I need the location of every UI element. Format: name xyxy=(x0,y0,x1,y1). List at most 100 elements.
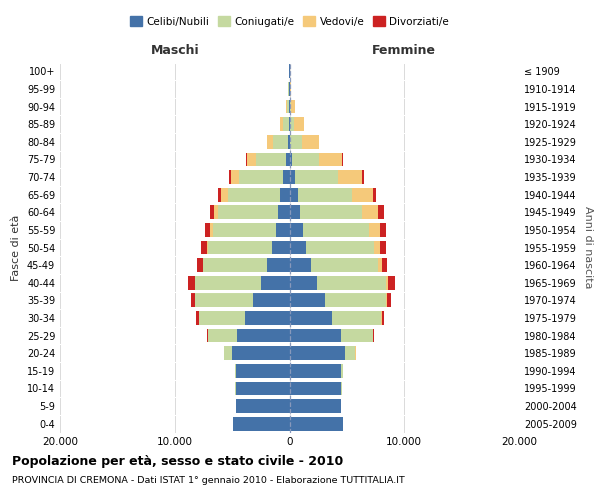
Bar xyxy=(208,240,272,254)
Bar xyxy=(266,258,290,272)
Bar xyxy=(382,311,385,325)
Bar xyxy=(236,382,290,396)
Bar xyxy=(287,100,289,114)
Bar xyxy=(286,152,290,166)
Bar xyxy=(246,152,247,166)
Bar xyxy=(224,346,232,360)
Bar xyxy=(379,206,384,219)
Bar xyxy=(290,188,298,202)
Bar xyxy=(283,118,289,131)
Bar xyxy=(231,170,239,184)
Bar xyxy=(290,223,302,237)
Bar xyxy=(229,170,231,184)
Bar xyxy=(233,417,290,430)
Bar xyxy=(289,135,290,148)
Bar xyxy=(292,152,319,166)
Bar xyxy=(207,328,208,342)
Bar xyxy=(203,258,266,272)
Bar xyxy=(211,223,212,237)
Bar xyxy=(218,206,278,219)
Bar xyxy=(386,276,388,289)
Bar xyxy=(341,328,373,342)
Bar xyxy=(188,276,195,289)
Bar xyxy=(341,364,343,378)
Y-axis label: Anni di nascita: Anni di nascita xyxy=(583,206,593,289)
Bar xyxy=(290,240,306,254)
Text: PROVINCIA DI CREMONA - Dati ISTAT 1° gennaio 2010 - Elaborazione TUTTITALIA.IT: PROVINCIA DI CREMONA - Dati ISTAT 1° gen… xyxy=(12,476,405,485)
Bar xyxy=(332,311,382,325)
Bar xyxy=(302,223,369,237)
Bar xyxy=(338,170,362,184)
Bar xyxy=(290,346,345,360)
Bar xyxy=(290,206,301,219)
Bar xyxy=(325,294,386,307)
Bar xyxy=(374,240,380,254)
Bar xyxy=(373,328,374,342)
Bar xyxy=(319,152,342,166)
Bar xyxy=(191,294,195,307)
Bar xyxy=(378,258,382,272)
Bar xyxy=(382,258,388,272)
Bar xyxy=(280,118,283,131)
Bar xyxy=(202,240,206,254)
Bar xyxy=(387,294,391,307)
Bar xyxy=(298,188,352,202)
Bar xyxy=(290,118,294,131)
Bar xyxy=(362,206,379,219)
Bar xyxy=(214,206,218,219)
Bar xyxy=(237,328,290,342)
Bar xyxy=(388,276,395,289)
Bar xyxy=(290,276,317,289)
Bar xyxy=(272,240,290,254)
Bar xyxy=(362,170,364,184)
Bar xyxy=(290,82,292,96)
Bar xyxy=(196,294,253,307)
Y-axis label: Fasce di età: Fasce di età xyxy=(11,214,21,280)
Bar xyxy=(352,188,373,202)
Text: Popolazione per età, sesso e stato civile - 2010: Popolazione per età, sesso e stato civil… xyxy=(12,455,343,468)
Bar xyxy=(369,223,380,237)
Bar xyxy=(278,206,290,219)
Bar xyxy=(208,328,237,342)
Bar xyxy=(290,135,302,148)
Bar xyxy=(206,240,208,254)
Bar xyxy=(196,276,261,289)
Bar xyxy=(290,294,325,307)
Bar xyxy=(294,118,304,131)
Bar xyxy=(197,258,203,272)
Bar xyxy=(290,100,291,114)
Bar xyxy=(232,346,290,360)
Bar xyxy=(283,170,290,184)
Bar xyxy=(306,240,374,254)
Bar xyxy=(290,170,295,184)
Bar xyxy=(290,258,311,272)
Bar xyxy=(345,346,355,360)
Bar xyxy=(212,223,276,237)
Bar xyxy=(380,223,386,237)
Bar xyxy=(373,188,376,202)
Bar xyxy=(290,328,341,342)
Bar xyxy=(235,364,236,378)
Bar xyxy=(280,188,290,202)
Bar xyxy=(290,382,341,396)
Bar xyxy=(291,100,295,114)
Bar xyxy=(301,206,362,219)
Bar xyxy=(205,223,211,237)
Bar xyxy=(245,311,290,325)
Bar xyxy=(274,135,289,148)
Bar xyxy=(317,276,386,289)
Bar xyxy=(276,223,290,237)
Bar xyxy=(295,170,338,184)
Bar xyxy=(195,276,196,289)
Bar xyxy=(386,294,387,307)
Bar xyxy=(342,152,343,166)
Bar xyxy=(239,170,283,184)
Bar xyxy=(256,152,286,166)
Bar xyxy=(209,206,214,219)
Bar xyxy=(286,100,287,114)
Bar xyxy=(236,364,290,378)
Text: Maschi: Maschi xyxy=(151,44,199,57)
Bar xyxy=(196,311,199,325)
Bar xyxy=(302,135,319,148)
Bar xyxy=(199,311,245,325)
